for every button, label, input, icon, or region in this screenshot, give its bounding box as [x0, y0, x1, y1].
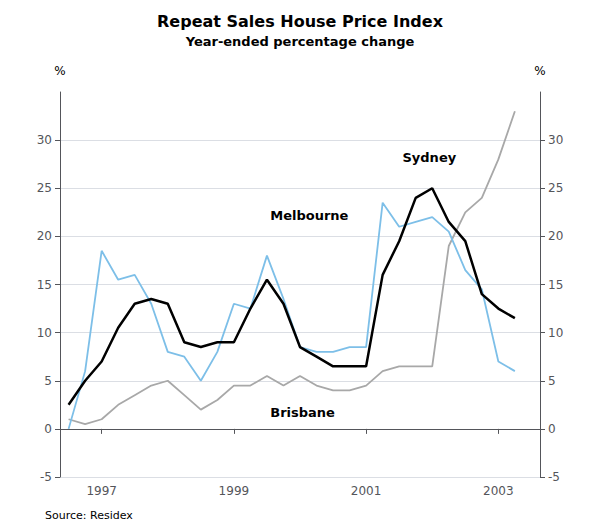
svg-text:%: % [534, 64, 545, 78]
svg-text:Sydney: Sydney [402, 150, 456, 165]
svg-text:Brisbane: Brisbane [270, 405, 335, 420]
svg-text:-5: -5 [40, 470, 52, 484]
svg-text:20: 20 [37, 229, 52, 243]
svg-text:0: 0 [548, 422, 556, 436]
svg-text:0: 0 [44, 422, 52, 436]
svg-text:%: % [54, 64, 65, 78]
svg-text:30: 30 [548, 133, 563, 147]
svg-text:-5: -5 [548, 470, 560, 484]
svg-text:15: 15 [548, 278, 563, 292]
svg-text:Year-ended percentage change: Year-ended percentage change [185, 34, 415, 49]
svg-text:25: 25 [548, 181, 563, 195]
svg-text:1997: 1997 [86, 484, 117, 498]
svg-text:30: 30 [37, 133, 52, 147]
svg-text:1999: 1999 [219, 484, 250, 498]
svg-text:5: 5 [44, 374, 52, 388]
svg-text:15: 15 [37, 278, 52, 292]
svg-text:Repeat Sales House Price Index: Repeat Sales House Price Index [157, 12, 444, 31]
svg-text:25: 25 [37, 181, 52, 195]
svg-text:20: 20 [548, 229, 563, 243]
svg-text:2003: 2003 [483, 484, 514, 498]
svg-text:2001: 2001 [351, 484, 382, 498]
svg-text:5: 5 [548, 374, 556, 388]
svg-text:Melbourne: Melbourne [270, 208, 348, 223]
svg-text:10: 10 [548, 326, 563, 340]
svg-text:10: 10 [37, 326, 52, 340]
svg-text:Source: Residex: Source: Residex [45, 509, 133, 522]
